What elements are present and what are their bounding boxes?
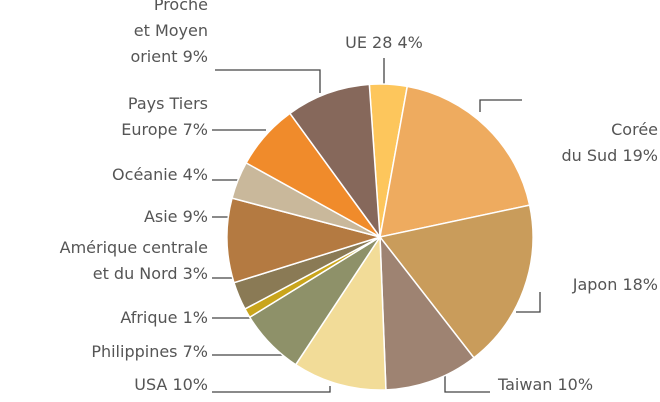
leader-line xyxy=(516,292,541,313)
value-label: 4% xyxy=(182,165,208,184)
pie-slice xyxy=(226,197,383,284)
slice-label: Asie 9% xyxy=(144,204,208,230)
value-label: 7% xyxy=(182,342,208,361)
pie-slice xyxy=(379,85,531,238)
category-name: UE 28 xyxy=(345,33,393,52)
leader-line xyxy=(215,69,321,93)
category-name: Japon xyxy=(572,275,618,294)
value-label: 1% xyxy=(182,308,208,327)
value-label: 7% xyxy=(182,120,208,139)
category-name: Taiwan xyxy=(498,375,553,394)
category-name: Proche et Moyen orient xyxy=(130,0,208,66)
category-name: Pays Tiers Europe xyxy=(121,94,208,139)
leader-line xyxy=(479,99,522,112)
slice-label: UE 28 4% xyxy=(324,30,444,56)
slice-label: Océanie 4% xyxy=(112,162,208,188)
category-name: Asie xyxy=(143,207,178,226)
slice-label: Pays Tiers Europe 7% xyxy=(121,91,208,143)
pie xyxy=(226,83,534,391)
category-name: USA xyxy=(134,375,168,394)
slice-label: Proche et Moyen orient 9% xyxy=(130,0,208,70)
slice-label: Philippines 7% xyxy=(91,339,208,365)
slice-label: Corée du Sud 19% xyxy=(562,117,659,169)
value-label: 3% xyxy=(182,264,208,283)
value-label: 18% xyxy=(622,275,658,294)
slice-label: Japon 18% xyxy=(573,272,658,298)
leader-line xyxy=(212,348,286,356)
leader-line xyxy=(212,386,331,393)
category-name: Océanie xyxy=(112,165,178,184)
pie-slice xyxy=(294,234,387,391)
value-label: 9% xyxy=(182,207,208,226)
slice-label: Afrique 1% xyxy=(120,305,208,331)
slice-label: USA 10% xyxy=(134,372,208,398)
category-name: Corée du Sud xyxy=(561,120,659,165)
value-label: 10% xyxy=(172,375,208,394)
slice-label: Taiwan 10% xyxy=(498,372,593,398)
value-label: 9% xyxy=(182,47,208,66)
value-label: 10% xyxy=(557,375,594,394)
pie-slice xyxy=(379,234,475,391)
value-label: 19% xyxy=(622,146,658,165)
category-name: Philippines xyxy=(91,342,178,361)
slice-label: Amérique centrale et du Nord 3% xyxy=(60,235,208,287)
value-label: 4% xyxy=(397,33,423,52)
pie-slice xyxy=(378,204,534,359)
category-name: Amérique centrale et du Nord xyxy=(59,238,208,283)
category-name: Afrique xyxy=(120,308,178,327)
pie-slice xyxy=(288,83,381,240)
